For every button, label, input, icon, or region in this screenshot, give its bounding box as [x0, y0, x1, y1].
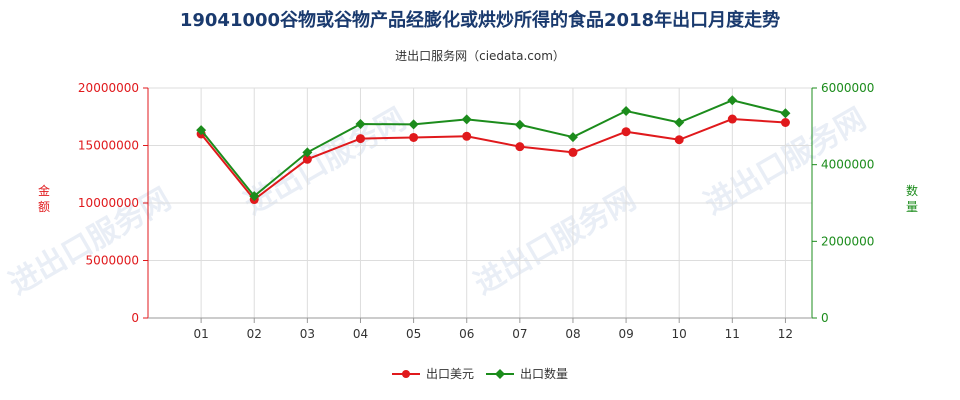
y-left-tick-label-5000000: 5000000 — [86, 254, 139, 268]
y-right-tick-label-4000000: 4000000 — [821, 158, 874, 172]
series-2-point-07 — [514, 119, 525, 130]
x-tick-label-01: 01 — [193, 327, 208, 341]
series-1-point-05 — [409, 132, 419, 142]
chart-subtitle: 进出口服务网（ciedata.com） — [395, 49, 565, 63]
y-left-tick-label-20000000: 20000000 — [78, 81, 139, 95]
series-2-point-09 — [621, 106, 632, 116]
series-1-point-11 — [727, 114, 737, 124]
x-tick-label-05: 05 — [406, 327, 421, 341]
x-tick-label-03: 03 — [300, 327, 315, 341]
x-tick-label-02: 02 — [247, 327, 262, 341]
series-layer — [196, 95, 791, 205]
legend-item-1[interactable]: 出口美元 — [392, 367, 474, 381]
series-1-point-09 — [621, 127, 631, 137]
legend-item-2[interactable]: 出口数量 — [486, 366, 568, 381]
series-2-point-10 — [674, 117, 685, 128]
y-left-tick-label-10000000: 10000000 — [78, 196, 139, 210]
legend-marker-1 — [402, 370, 410, 378]
legend[interactable]: 出口美元 出口数量 — [392, 366, 568, 381]
series-line-2 — [200, 99, 786, 198]
y-axis-left-title: 金额 — [38, 183, 50, 214]
watermark-text-2: 进出口服务网 — [239, 102, 412, 222]
series-1-point-03 — [302, 154, 312, 164]
legend-label-2: 出口数量 — [520, 366, 568, 381]
series-line-1 — [200, 118, 786, 201]
x-tick-label-08: 08 — [565, 327, 580, 341]
series-1-point-10 — [674, 135, 684, 145]
legend-label-1: 出口美元 — [426, 367, 474, 381]
watermark-text-3: 进出口服务网 — [469, 182, 642, 302]
y-right-tick-label-6000000: 6000000 — [821, 81, 874, 95]
x-tick-label-12: 12 — [778, 327, 793, 341]
series-1-point-08 — [568, 147, 578, 157]
y-right-tick-label-0: 0 — [821, 311, 829, 325]
y-axis-right-title: 数量 — [906, 183, 918, 214]
series-2-point-11 — [727, 95, 738, 106]
series-2-point-02 — [249, 191, 260, 202]
series-2-point-06 — [461, 114, 472, 125]
y-right-tick-label-2000000: 2000000 — [821, 234, 874, 248]
chart-title: 19041000谷物或谷物产品经膨化或烘炒所得的食品2018年出口月度走势 — [179, 10, 781, 31]
axes: 0 5000000 10000000 15000000 20000000 0 2000000… — [38, 81, 918, 341]
series-2-point-04 — [355, 119, 366, 130]
series-1-point-04 — [355, 134, 365, 144]
series-2-point-01 — [196, 125, 207, 136]
y-left-tick-label-15000000: 15000000 — [78, 139, 139, 153]
x-tick-label-09: 09 — [618, 327, 633, 341]
x-tick-label-07: 07 — [512, 327, 527, 341]
series-1-point-07 — [515, 142, 525, 152]
series-2-point-08 — [567, 132, 578, 143]
y-left-tick-label-0: 0 — [131, 311, 139, 325]
series-2-point-12 — [780, 108, 791, 119]
series-2-point-05 — [408, 119, 419, 130]
series-1-point-12 — [780, 118, 790, 127]
legend-marker-2 — [495, 369, 505, 379]
series-1-point-06 — [462, 131, 472, 141]
x-tick-label-06: 06 — [459, 327, 474, 341]
x-tick-label-11: 11 — [725, 327, 740, 341]
x-tick-label-10: 10 — [672, 327, 687, 341]
x-tick-label-04: 04 — [353, 327, 368, 341]
series-2-point-03 — [302, 147, 313, 158]
